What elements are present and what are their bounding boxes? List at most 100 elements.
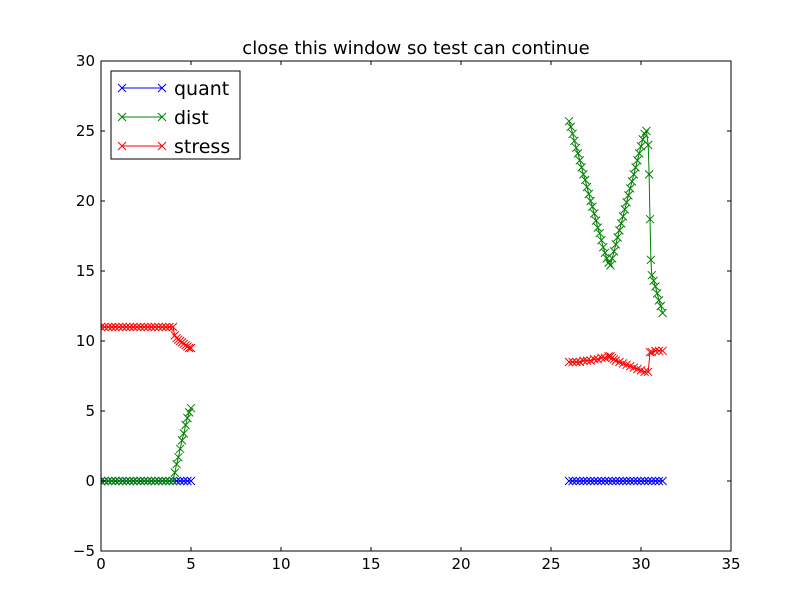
dist-point bbox=[186, 403, 196, 413]
legend-marker bbox=[157, 141, 167, 151]
dist-point bbox=[564, 116, 574, 126]
stress-point bbox=[132, 322, 142, 332]
dist-point bbox=[568, 129, 577, 139]
dist-point bbox=[165, 476, 174, 486]
quant-point bbox=[568, 476, 577, 486]
dist-point bbox=[181, 420, 190, 430]
stress-point bbox=[129, 322, 138, 332]
stress-point bbox=[111, 322, 120, 332]
stress-point bbox=[589, 354, 599, 364]
stress-point bbox=[107, 322, 117, 332]
dist-point bbox=[573, 149, 583, 158]
quant-point bbox=[597, 476, 606, 486]
stress-point bbox=[154, 322, 163, 332]
dist-point bbox=[586, 196, 595, 206]
dist-point bbox=[624, 191, 633, 200]
quant-point bbox=[658, 476, 667, 486]
stress-point bbox=[161, 322, 171, 332]
y-tick-label: 25 bbox=[76, 122, 95, 140]
stress-point bbox=[643, 367, 653, 377]
quant-point bbox=[571, 476, 581, 486]
dist-point bbox=[132, 476, 142, 486]
quant-point bbox=[636, 476, 646, 486]
dist-point bbox=[615, 226, 624, 235]
quant-point bbox=[651, 476, 660, 486]
quant-point bbox=[179, 476, 189, 486]
legend-marker bbox=[157, 112, 167, 122]
quant-point bbox=[629, 476, 639, 486]
stress-point bbox=[571, 357, 581, 367]
dist-point bbox=[652, 289, 662, 298]
stress-point bbox=[168, 322, 178, 332]
dist-point bbox=[584, 189, 594, 199]
dist-point bbox=[170, 468, 180, 477]
dist-point bbox=[644, 170, 654, 179]
dist-point bbox=[177, 436, 187, 445]
stress-point bbox=[118, 322, 127, 332]
quant-point bbox=[575, 476, 585, 486]
y-tick-label: 30 bbox=[76, 52, 95, 70]
dist-point bbox=[154, 476, 163, 486]
x-tick-label: 35 bbox=[721, 555, 740, 573]
stress-point bbox=[125, 322, 135, 332]
dist-point bbox=[121, 476, 131, 486]
y-tick-label: −5 bbox=[73, 542, 95, 560]
dist-point bbox=[651, 282, 660, 291]
dist-point bbox=[658, 308, 667, 318]
dist-point bbox=[595, 228, 604, 238]
stress-point bbox=[165, 322, 174, 332]
x-tick-label: 20 bbox=[451, 555, 470, 573]
stress-point bbox=[103, 322, 113, 332]
dist-point bbox=[625, 184, 635, 193]
stress-point bbox=[582, 356, 592, 365]
dist-point bbox=[613, 233, 622, 242]
legend: quant dist stress bbox=[110, 70, 241, 160]
stress-point bbox=[139, 322, 149, 332]
stress-point bbox=[651, 346, 660, 356]
dist-point bbox=[139, 476, 149, 486]
dist-point bbox=[643, 140, 653, 150]
stress-point bbox=[121, 322, 131, 332]
stress-point bbox=[186, 343, 196, 353]
dist-point bbox=[168, 476, 178, 486]
quant-point bbox=[604, 476, 613, 486]
y-tick-label: 10 bbox=[76, 332, 95, 350]
quant-point bbox=[564, 476, 574, 486]
stress-point bbox=[101, 322, 106, 332]
dist-point bbox=[588, 202, 597, 211]
legend-entry-stress: stress bbox=[117, 136, 230, 158]
x-tick-label: 25 bbox=[541, 555, 560, 573]
quant-point bbox=[582, 476, 592, 486]
y-tick-label: 20 bbox=[76, 192, 95, 210]
quant-point bbox=[600, 476, 610, 486]
x-tick-label: 30 bbox=[631, 555, 650, 573]
dist-point bbox=[656, 301, 666, 311]
dist-point bbox=[125, 476, 135, 486]
dist-point bbox=[174, 452, 183, 462]
quant-point bbox=[186, 476, 196, 486]
quant-point bbox=[579, 476, 588, 486]
y-tick-label: 5 bbox=[85, 402, 95, 420]
dist-point bbox=[607, 254, 617, 263]
plot-frame bbox=[100, 60, 732, 552]
stress-point bbox=[658, 346, 667, 356]
dist-point bbox=[175, 444, 185, 454]
dist-point bbox=[618, 212, 628, 221]
dist-point bbox=[649, 276, 658, 286]
stress-point bbox=[645, 347, 655, 357]
legend-box bbox=[110, 70, 241, 160]
dist-point bbox=[577, 163, 586, 172]
quant-point bbox=[175, 476, 185, 486]
dist-point bbox=[143, 476, 153, 486]
quant-point bbox=[643, 476, 653, 486]
x-tick-label: 5 bbox=[186, 555, 196, 573]
stress-point bbox=[101, 322, 109, 332]
dist-point bbox=[136, 476, 145, 486]
dist-point bbox=[571, 143, 581, 153]
dist-point bbox=[620, 205, 630, 214]
stress-point bbox=[143, 322, 153, 332]
legend-entry-quant: quant bbox=[117, 78, 229, 100]
x-tick-label: 10 bbox=[271, 555, 290, 573]
dist-point bbox=[654, 296, 664, 305]
dist-point bbox=[636, 142, 646, 151]
